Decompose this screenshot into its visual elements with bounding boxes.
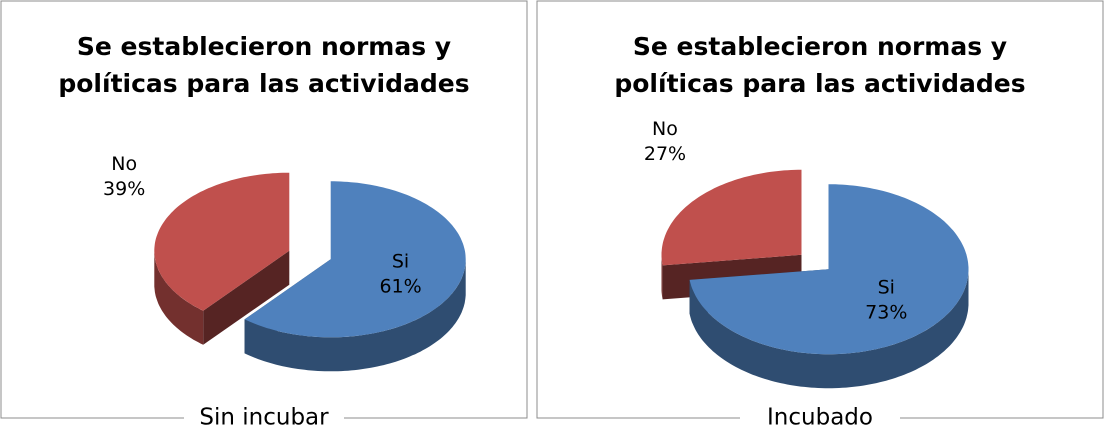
- slice-top: [154, 172, 290, 311]
- caption-gap: [184, 412, 344, 425]
- chart-title: Se establecieron normas y: [77, 32, 451, 61]
- pie-slice: [154, 172, 290, 345]
- data-label-name: Si: [878, 277, 895, 299]
- slice-top: [661, 169, 802, 266]
- data-label-value: 61%: [379, 275, 421, 297]
- slice-side: [661, 254, 663, 300]
- data-label-name: No: [652, 118, 678, 140]
- caption-gap: [740, 412, 900, 425]
- slice-top: [689, 184, 969, 355]
- slice-wall: [203, 250, 290, 345]
- slice-top: [244, 181, 466, 338]
- data-label-value: 39%: [103, 178, 145, 200]
- data-label-value: 73%: [865, 302, 907, 324]
- data-label-name: No: [111, 153, 137, 175]
- chart-title: políticas para las actividades: [58, 69, 469, 98]
- data-label-value: 27%: [644, 143, 686, 165]
- slice-side: [154, 250, 204, 345]
- chart-title: políticas para las actividades: [614, 69, 1025, 98]
- slice-side: [244, 259, 466, 372]
- data-label-name: Si: [392, 250, 409, 272]
- pie-slice: [244, 181, 466, 372]
- chart-caption: Sin incubar: [199, 405, 329, 431]
- slice-side: [689, 269, 969, 389]
- pie-slice: [689, 184, 969, 389]
- chart-title: Se establecieron normas y: [633, 32, 1007, 61]
- chart-caption: Incubado: [767, 405, 873, 431]
